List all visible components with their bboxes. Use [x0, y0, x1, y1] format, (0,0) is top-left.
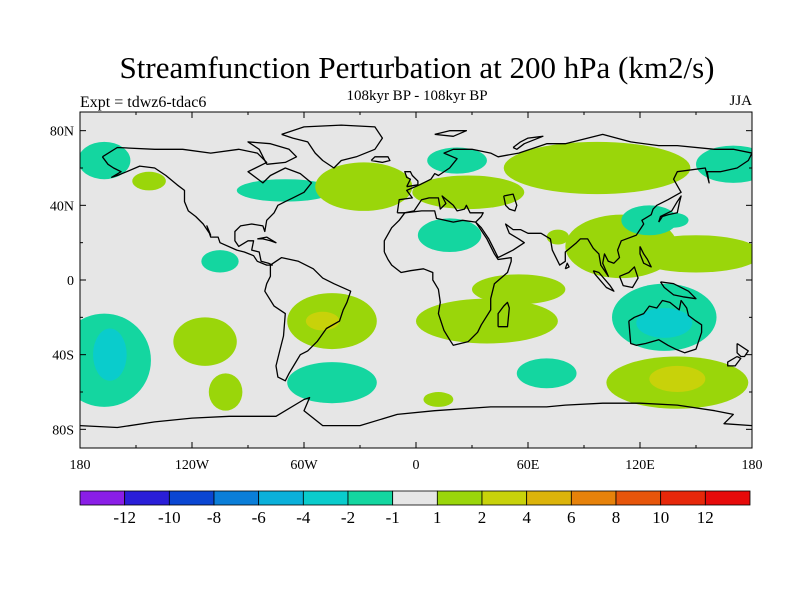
contour-region — [132, 171, 166, 191]
y-tick-label: 80S — [52, 423, 74, 438]
contour-region — [696, 145, 752, 183]
colorbar-label: -6 — [252, 508, 266, 527]
colorbar-label: -10 — [158, 508, 181, 527]
coastline-sumatra — [592, 270, 615, 292]
coastline-new-zealand-south — [727, 355, 742, 367]
contour-region — [315, 162, 413, 211]
coastline-greenland — [281, 124, 384, 169]
contour-region — [201, 250, 239, 273]
contour-region — [546, 229, 570, 245]
coastline-sri-lanka — [564, 262, 570, 270]
contour-region — [503, 141, 691, 195]
coastline-antarctica — [80, 396, 752, 429]
colorbar-box — [258, 490, 304, 506]
axes: 180 120W 60W 0 60E 120E 180 80N 40N 0 40S 80S — [50, 112, 763, 473]
y-tick-label: 40S — [52, 349, 74, 364]
colorbar-label: 1 — [433, 508, 442, 527]
contour-region — [412, 175, 525, 210]
coastline-philippines — [639, 246, 652, 268]
colorbar-box — [526, 490, 572, 506]
y-tick-label: 80N — [50, 125, 74, 140]
contour-region — [636, 308, 693, 338]
x-tick-label: 120E — [625, 458, 655, 473]
x-tick-label: 180 — [70, 458, 91, 473]
coastline-caspian-sea — [503, 193, 518, 212]
colorbar-box — [79, 490, 126, 506]
contour-region — [208, 373, 243, 411]
contour-region — [423, 392, 454, 407]
colorbar-label: -8 — [207, 508, 221, 527]
contour-region — [649, 365, 706, 392]
coastline-south-america — [264, 256, 352, 382]
colorbar-box — [704, 490, 751, 506]
y-tick-label: 0 — [67, 274, 74, 289]
colorbar-box — [347, 490, 394, 506]
colorbar-label: 2 — [478, 508, 487, 527]
x-tick-label: 120W — [175, 458, 210, 473]
contour-region — [416, 298, 558, 344]
colorbar-label: 12 — [697, 508, 714, 527]
colorbar-label: 10 — [652, 508, 669, 527]
colorbar-box — [302, 490, 349, 506]
contour-region — [658, 212, 689, 228]
contour-regions — [80, 141, 752, 411]
contour-region — [305, 311, 340, 331]
coastline-great-britain — [404, 171, 419, 188]
coastline-iceland — [370, 156, 391, 164]
coastline-novaya-zemlya — [512, 135, 544, 150]
colorbar-box — [481, 490, 528, 506]
colorbar-box — [168, 490, 215, 506]
season-label: JJA — [729, 93, 752, 109]
coastline-japan — [658, 195, 682, 223]
coastline-north-america — [101, 146, 313, 266]
colorbar-label: -12 — [113, 508, 136, 527]
x-tick-label: 180 — [742, 458, 763, 473]
coastline-baffin — [247, 141, 298, 165]
colorbar-box — [570, 490, 617, 506]
period-label: 108kyr BP - 108kyr BP — [346, 88, 488, 104]
colorbar: -12 -10 -8 -6 -4 -2 -1 1 2 4 6 8 10 12 — [79, 490, 751, 527]
contour-region — [93, 328, 127, 381]
coastline-new-zealand — [736, 342, 749, 358]
colorbar-box — [660, 490, 706, 506]
contour-region — [516, 358, 577, 389]
x-tick-label: 60E — [517, 458, 540, 473]
x-tick-label: 0 — [413, 458, 420, 473]
colorbar-box — [392, 490, 438, 506]
contour-region — [630, 235, 752, 273]
contour-region — [173, 317, 237, 366]
contour-region — [417, 218, 482, 252]
colorbar-box — [124, 490, 170, 506]
contour-region — [621, 205, 678, 236]
coastline-africa — [383, 210, 512, 346]
coastline-borneo — [618, 266, 639, 289]
y-tick-label: 40N — [50, 199, 74, 214]
colorbar-label: -2 — [341, 508, 355, 527]
colorbar-label: 4 — [522, 508, 531, 527]
experiment-label: Expt = tdwz6-tdac6 — [80, 94, 207, 111]
coastline-madagascar — [497, 301, 510, 328]
colorbar-label: -4 — [296, 508, 311, 527]
coastline-eurasia — [396, 133, 752, 277]
colorbar-box — [436, 490, 483, 506]
colorbar-box — [615, 490, 662, 506]
colorbar-box — [213, 490, 260, 506]
coastline-new-guinea — [659, 281, 697, 300]
colorbar-label: 6 — [567, 508, 576, 527]
contour-region — [472, 274, 566, 305]
coastline-cuba — [257, 236, 277, 244]
contour-region — [427, 147, 487, 174]
chart-title: Streamfunction Perturbation at 200 hPa (… — [119, 50, 715, 85]
contour-region — [287, 362, 377, 404]
x-tick-label: 60W — [290, 458, 318, 473]
coastline-australia — [628, 299, 703, 354]
colorbar-label: 8 — [612, 508, 621, 527]
coastline-svalbard — [434, 130, 468, 137]
coastlines — [80, 124, 752, 429]
colorbar-label: -1 — [386, 508, 400, 527]
